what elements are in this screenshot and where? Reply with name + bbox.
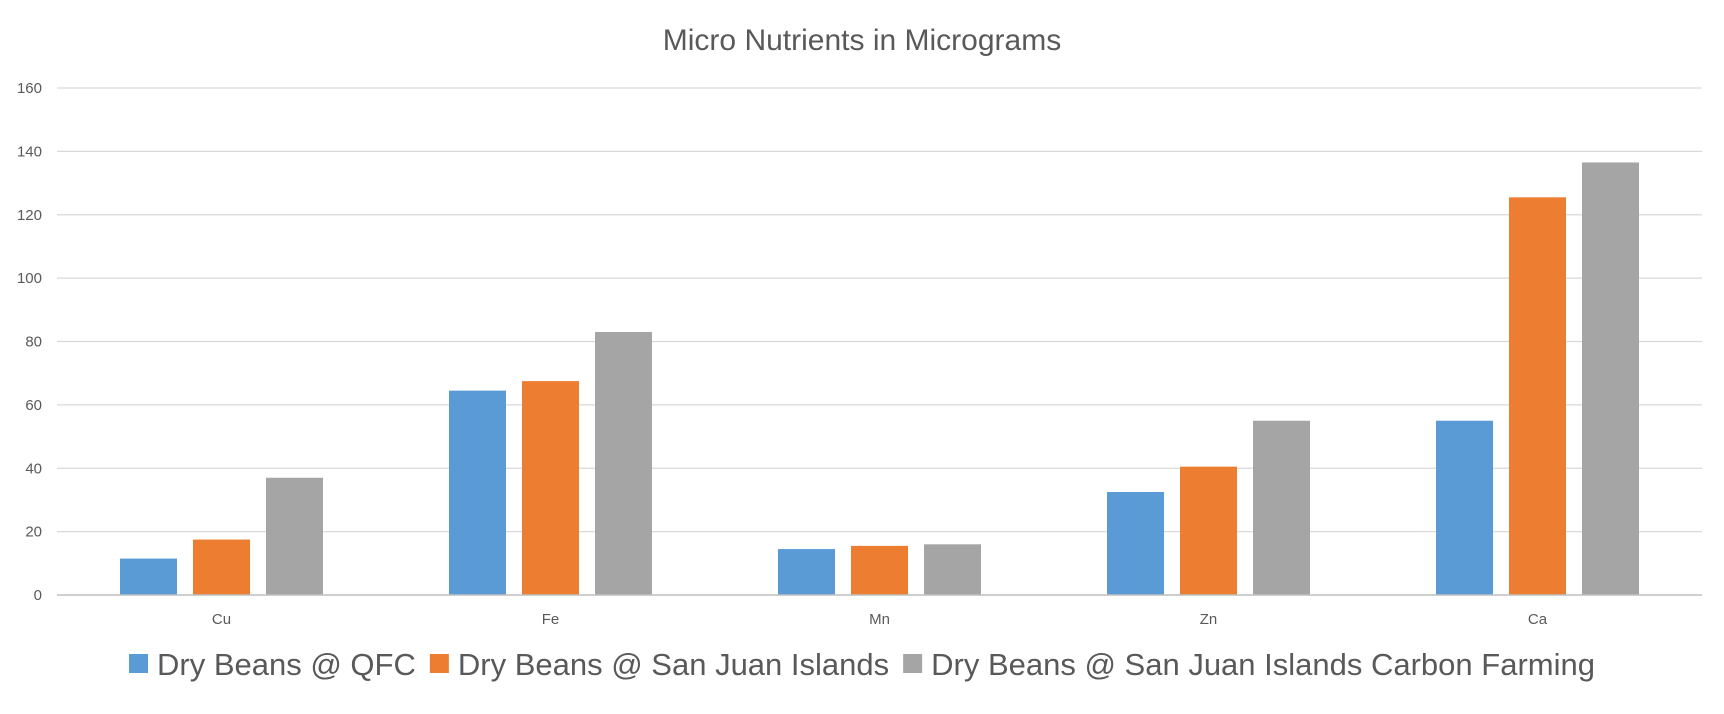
x-category-label: Cu xyxy=(212,611,231,628)
bar-ca-series-3 xyxy=(1582,162,1639,595)
bar-ca-series-1 xyxy=(1436,420,1493,595)
bar-zn-series-2 xyxy=(1180,466,1237,595)
y-tick-label: 40 xyxy=(25,460,42,477)
x-category-label: Mn xyxy=(869,611,890,628)
bar-zn-series-1 xyxy=(1107,492,1164,595)
bar-mn-series-2 xyxy=(851,545,908,595)
y-tick-label: 100 xyxy=(17,270,42,287)
y-tick-label: 60 xyxy=(25,397,42,414)
gridlines xyxy=(57,87,1702,533)
bar-cu-series-3 xyxy=(266,477,323,595)
y-tick-label: 80 xyxy=(25,334,42,351)
legend-label: Dry Beans @ San Juan Islands xyxy=(458,647,889,682)
x-category-label: Fe xyxy=(542,611,560,628)
legend-swatch xyxy=(129,654,149,673)
y-tick-label: 120 xyxy=(17,207,42,224)
bar-cu-series-2 xyxy=(193,539,250,595)
legend-swatch xyxy=(429,654,449,673)
legend-label: Dry Beans @ QFC xyxy=(157,647,416,682)
legend: Dry Beans @ QFC Dry Beans @ San Juan Isla… xyxy=(129,647,1595,682)
legend-item: Dry Beans @ San Juan Islands Carbon Farm… xyxy=(903,647,1595,682)
x-axis-category-labels: Cu Fe Mn Zn Ca xyxy=(212,611,1548,628)
legend-item: Dry Beans @ QFC xyxy=(129,647,416,682)
legend-label: Dry Beans @ San Juan Islands Carbon Farm… xyxy=(931,647,1595,682)
bar-fe-series-2 xyxy=(522,381,579,595)
bar-mn-series-3 xyxy=(924,544,981,595)
bar-fe-series-3 xyxy=(595,331,652,595)
y-axis-tick-labels: 0 20 40 60 80 100 120 140 160 xyxy=(17,80,42,604)
y-tick-label: 140 xyxy=(17,143,42,160)
y-tick-label: 0 xyxy=(34,587,42,604)
x-category-label: Zn xyxy=(1200,611,1218,628)
chart-title: Micro Nutrients in Micrograms xyxy=(663,24,1061,57)
y-tick-label: 160 xyxy=(17,80,42,97)
bar-zn-series-3 xyxy=(1253,420,1310,595)
bar-cu-series-1 xyxy=(120,558,177,595)
legend-swatch xyxy=(903,654,923,673)
legend-item: Dry Beans @ San Juan Islands xyxy=(429,647,889,682)
bar-fe-series-1 xyxy=(449,390,506,595)
bar-mn-series-1 xyxy=(778,549,835,595)
y-tick-label: 20 xyxy=(25,524,42,541)
bars xyxy=(120,162,1639,595)
x-category-label: Ca xyxy=(1528,611,1548,628)
bar-ca-series-2 xyxy=(1509,197,1566,595)
